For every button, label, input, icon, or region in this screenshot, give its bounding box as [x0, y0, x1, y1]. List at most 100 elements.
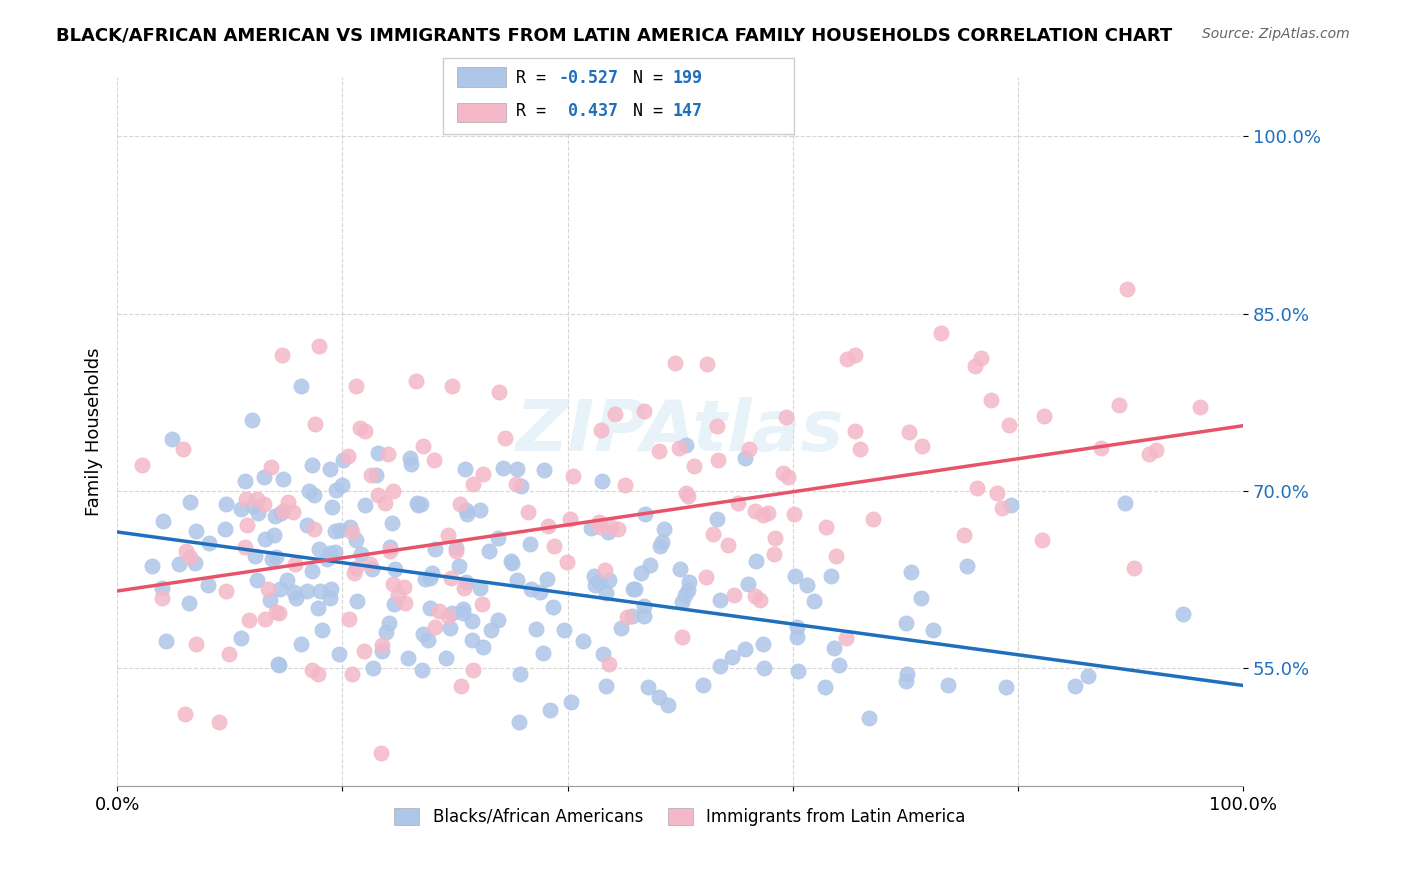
Point — [260, 552, 283, 566]
Point — [669, 562, 692, 576]
Point — [284, 557, 307, 571]
Point — [454, 574, 477, 589]
Point — [413, 572, 436, 586]
Point — [423, 541, 446, 556]
Point — [440, 606, 463, 620]
Point — [524, 622, 547, 636]
Point — [354, 498, 377, 512]
Point — [454, 503, 477, 517]
Point — [952, 528, 974, 542]
Point — [717, 538, 740, 552]
Point — [508, 714, 530, 729]
Point — [174, 543, 197, 558]
Point — [453, 602, 475, 616]
Point — [516, 505, 538, 519]
Point — [910, 591, 932, 605]
Point — [451, 606, 474, 620]
Point — [367, 488, 389, 502]
Point — [267, 606, 290, 620]
Point — [692, 678, 714, 692]
Point — [772, 467, 794, 481]
Point — [308, 339, 330, 353]
Point — [613, 478, 636, 492]
Point — [591, 475, 613, 489]
Point — [308, 541, 330, 556]
Point — [450, 679, 472, 693]
Point — [301, 663, 323, 677]
Point — [266, 549, 288, 564]
Point — [501, 556, 523, 570]
Point — [246, 492, 269, 507]
Point — [616, 610, 638, 624]
Point — [381, 576, 404, 591]
Point — [828, 658, 851, 673]
Point — [1064, 679, 1087, 693]
Point — [304, 523, 326, 537]
Text: Source: ZipAtlas.com: Source: ZipAtlas.com — [1202, 27, 1350, 41]
Point — [673, 588, 696, 602]
Point — [378, 544, 401, 558]
Point — [634, 507, 657, 521]
Point — [394, 580, 416, 594]
Point — [562, 468, 585, 483]
Point — [454, 462, 477, 476]
Point — [702, 527, 724, 541]
Point — [264, 605, 287, 619]
Point — [439, 621, 461, 635]
Point — [344, 561, 367, 575]
Point — [650, 539, 672, 553]
Point — [468, 581, 491, 595]
Point — [1171, 607, 1194, 621]
Point — [553, 624, 575, 638]
Point — [533, 647, 555, 661]
Point — [671, 630, 693, 644]
Point — [633, 599, 655, 613]
Point — [353, 644, 375, 658]
Point — [706, 418, 728, 433]
Point — [346, 533, 368, 547]
Point — [896, 673, 918, 688]
Point — [340, 525, 363, 540]
Point — [506, 573, 529, 587]
Text: 199: 199 — [672, 69, 702, 87]
Point — [675, 485, 697, 500]
Point — [738, 442, 761, 457]
Point — [1000, 498, 1022, 512]
Text: BLACK/AFRICAN AMERICAN VS IMMIGRANTS FROM LATIN AMERICA FAMILY HOUSEHOLDS CORREL: BLACK/AFRICAN AMERICAN VS IMMIGRANTS FRO… — [56, 27, 1173, 45]
Legend: Blacks/African Americans, Immigrants from Latin America: Blacks/African Americans, Immigrants fro… — [387, 799, 974, 834]
Point — [592, 647, 614, 661]
Point — [707, 453, 730, 467]
Point — [330, 478, 353, 492]
Point — [1090, 442, 1112, 456]
Point — [276, 494, 298, 508]
Point — [678, 574, 700, 589]
Point — [269, 582, 291, 596]
Point — [583, 578, 606, 592]
Point — [155, 633, 177, 648]
Point — [921, 624, 943, 638]
Point — [752, 508, 775, 522]
Point — [240, 413, 263, 427]
Point — [630, 566, 652, 580]
Point — [620, 609, 643, 624]
Point — [603, 407, 626, 421]
Point — [648, 443, 671, 458]
Point — [571, 634, 593, 648]
Point — [354, 424, 377, 438]
Point — [637, 681, 659, 695]
Point — [1123, 560, 1146, 574]
Point — [624, 582, 647, 596]
Point — [966, 481, 988, 495]
Point — [361, 661, 384, 675]
Point — [675, 438, 697, 452]
Point — [270, 348, 292, 362]
Point — [446, 544, 468, 558]
Point — [560, 695, 582, 709]
Point — [229, 501, 252, 516]
Point — [676, 582, 699, 597]
Point — [492, 461, 515, 475]
Point — [820, 569, 842, 583]
Point — [986, 485, 1008, 500]
Point — [752, 637, 775, 651]
Point — [367, 445, 389, 459]
